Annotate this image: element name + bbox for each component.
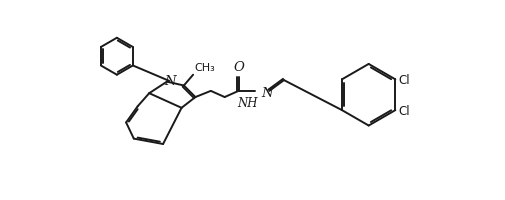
Text: N: N <box>261 87 272 100</box>
Text: Cl: Cl <box>397 73 409 86</box>
Text: Cl: Cl <box>397 104 409 117</box>
Text: NH: NH <box>236 97 257 110</box>
Text: O: O <box>233 61 243 74</box>
Text: CH₃: CH₃ <box>194 63 215 73</box>
Text: N: N <box>164 74 175 87</box>
